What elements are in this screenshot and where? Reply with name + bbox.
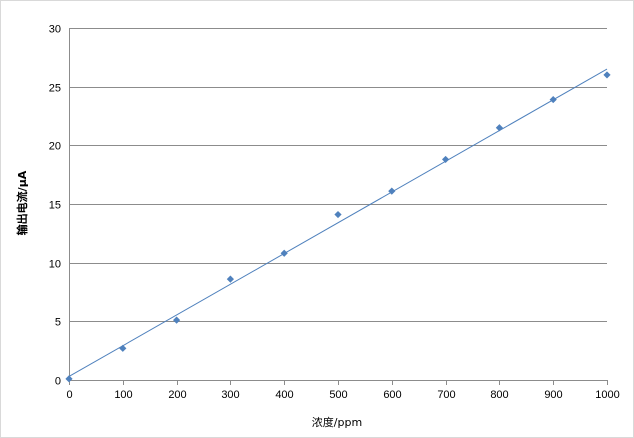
y-tick-label-5: 5 xyxy=(55,317,61,329)
x-tick-label-1000: 1000 xyxy=(595,389,619,401)
y-tick-label-15: 15 xyxy=(49,200,61,212)
y-tick-labels: 0 5 10 15 20 25 30 xyxy=(49,24,61,388)
x-tick-label-700: 700 xyxy=(437,389,455,401)
x-tick-label-100: 100 xyxy=(114,389,132,401)
x-tick-label-500: 500 xyxy=(329,389,347,401)
data-point-0 xyxy=(65,375,73,383)
gridlines xyxy=(69,28,607,322)
y-tick-label-30: 30 xyxy=(49,24,61,36)
y-tick-label-10: 10 xyxy=(49,259,61,271)
y-tick-label-25: 25 xyxy=(49,83,61,95)
data-point-100 xyxy=(119,344,127,352)
data-point-500 xyxy=(334,210,342,219)
x-tick-label-200: 200 xyxy=(168,389,186,401)
data-point-200 xyxy=(173,316,181,324)
x-axis-title: 浓度/ppm xyxy=(312,415,362,429)
data-point-900 xyxy=(549,95,557,104)
data-point-800 xyxy=(495,124,503,132)
x-tick-label-900: 900 xyxy=(544,389,562,401)
data-point-400 xyxy=(280,249,288,257)
trendline xyxy=(68,68,608,377)
x-tick-label-400: 400 xyxy=(275,389,293,401)
data-point-300 xyxy=(226,275,234,283)
x-tick-label-300: 300 xyxy=(221,389,239,401)
x-tick-label-0: 0 xyxy=(66,389,72,401)
x-tick-label-600: 600 xyxy=(383,389,401,401)
x-tick-label-800: 800 xyxy=(490,389,508,401)
y-tick-label-0: 0 xyxy=(55,376,61,388)
y-tick-label-20: 20 xyxy=(49,141,61,153)
data-point-600 xyxy=(388,187,396,195)
y-axis-title: 输出电流/μA xyxy=(15,170,29,235)
data-points xyxy=(65,71,611,383)
trendline-layer xyxy=(68,68,608,377)
data-point-1000 xyxy=(603,71,611,79)
x-tick-labels: 0 100 200 300 400 500 600 700 800 900 1000 xyxy=(66,389,619,401)
axes xyxy=(69,28,608,385)
data-point-700 xyxy=(442,155,450,164)
